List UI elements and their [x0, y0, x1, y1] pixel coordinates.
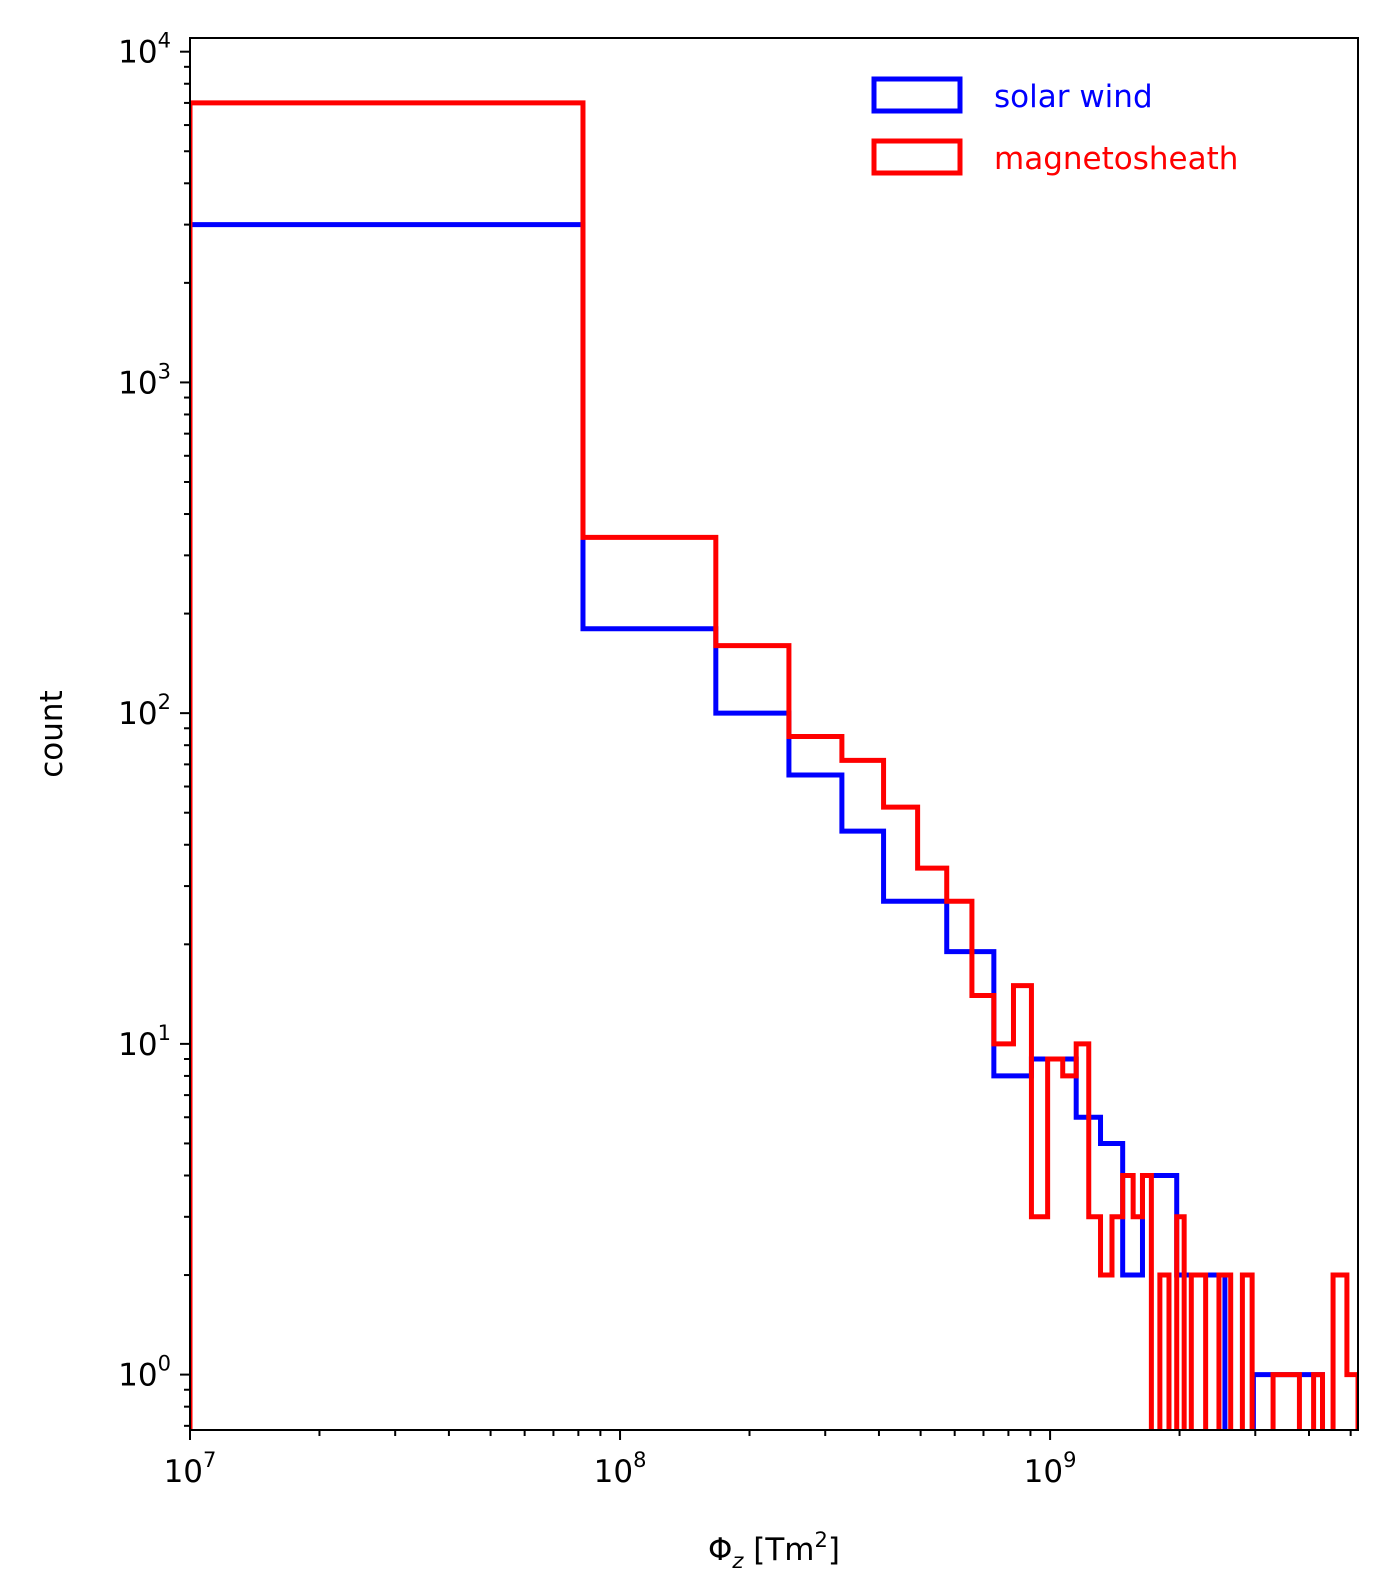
legend-swatch-solar-wind — [871, 76, 963, 114]
x-axis-title: Φz [Tm2] — [708, 1528, 840, 1573]
y-tick-label: 103 — [118, 359, 171, 401]
y-tick-label: 101 — [118, 1021, 171, 1063]
legend-label-solar-wind: solar wind — [994, 79, 1153, 115]
legend: solar wind magnetosheath — [871, 76, 1238, 177]
y-tick-label: 102 — [118, 690, 171, 732]
tick-layer — [180, 50, 1352, 1440]
plot-area-frame — [189, 37, 1359, 1431]
y-axis-title: count — [34, 690, 70, 777]
legend-swatch-magnetosheath — [871, 138, 963, 176]
x-tick-label: 107 — [164, 1448, 217, 1490]
y-tick-label: 104 — [118, 29, 171, 71]
tick-label-layer: 107 108 109 100 101 102 103 104 — [118, 29, 1076, 1490]
x-tick-label: 109 — [1024, 1448, 1077, 1490]
y-tick-label: 100 — [118, 1352, 171, 1394]
histogram-series-magnetosheath — [190, 100, 1358, 1430]
legend-label-magnetosheath: magnetosheath — [994, 141, 1238, 177]
x-tick-label: 108 — [594, 1448, 647, 1490]
series-layer — [190, 100, 1358, 1430]
